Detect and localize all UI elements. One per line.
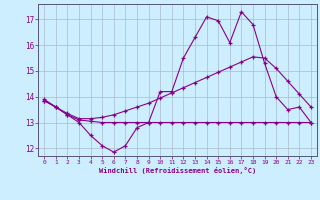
X-axis label: Windchill (Refroidissement éolien,°C): Windchill (Refroidissement éolien,°C) [99, 167, 256, 174]
